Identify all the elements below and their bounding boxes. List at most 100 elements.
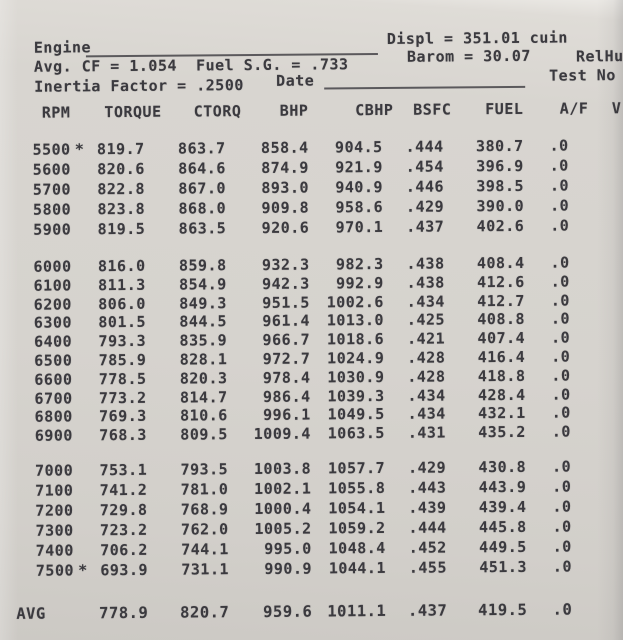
cell-af: .0	[552, 477, 572, 496]
cell-ctorq: 854.9	[178, 275, 227, 294]
cell-flag	[73, 500, 91, 520]
cell-bhp: 1009.4	[253, 424, 311, 444]
engine-label: Engine	[33, 38, 92, 57]
cell-ctorq: 781.0	[180, 480, 229, 499]
cell-bhp: 942.3	[261, 274, 310, 293]
cell-cbhp: 1059.2	[328, 518, 386, 538]
cell-bhp: 1002.1	[254, 479, 312, 499]
cell-af: .0	[552, 517, 572, 536]
cell-cbhp: 958.6	[335, 197, 384, 217]
cell-cbhp: 1013.0	[326, 311, 385, 330]
cell-cbhp: 1044.1	[328, 558, 387, 578]
cell-fuel: 430.8	[478, 457, 527, 477]
cell-flag	[72, 351, 90, 370]
cell-af: .0	[549, 176, 570, 195]
cell-torque: 769.3	[99, 407, 147, 426]
cell-af: .0	[552, 457, 572, 476]
cell-af: .0	[552, 557, 573, 576]
cell-ctorq: 828.1	[179, 350, 228, 369]
cell-cbhp: 982.3	[335, 254, 384, 274]
cell-rpm: 6300	[33, 313, 73, 333]
cell-fuel: 435.2	[478, 423, 526, 442]
cell-fuel: 432.1	[478, 404, 526, 423]
cell-fuel: 396.9	[476, 156, 524, 176]
rpm-group-2: 6000 816.0 859.8 932.3 982.3 .438 408.4 .0 6100 8…	[0, 253, 623, 446]
cell-rpm: 5800	[32, 200, 72, 219]
cell-rpm: 7000	[34, 461, 74, 480]
table-row: 6900 768.3 809.5 1009.4 1063.5 .431 435.2 .0	[1, 422, 623, 446]
cell-ctorq: 820.3	[179, 368, 228, 388]
cell-bsfc: .428	[407, 348, 446, 367]
cell-af: .0	[549, 156, 569, 175]
cell-bhp: 1005.2	[254, 519, 312, 539]
cell-flag	[72, 257, 90, 276]
cell-af: .0	[551, 328, 571, 347]
cell-bsfc: .434	[407, 386, 446, 405]
cell-flag	[74, 603, 92, 623]
cell-rpm: 6400	[33, 332, 73, 351]
cell-ctorq: 849.3	[179, 293, 227, 313]
cell-bhp: 990.9	[264, 559, 313, 578]
date-label: Date	[276, 71, 315, 90]
cell-torque: 741.2	[99, 480, 148, 500]
cell-rpm: 6200	[33, 295, 72, 314]
cell-flag	[72, 370, 90, 389]
cell-cbhp: 992.9	[335, 273, 384, 293]
cell-rpm: 7200	[35, 501, 74, 520]
cell-rpm: 6900	[34, 426, 73, 445]
cell-flag	[73, 480, 91, 500]
cell-torque: 723.2	[99, 520, 148, 540]
cell-af: .0	[552, 600, 573, 619]
cell-af: .0	[550, 291, 570, 310]
cell-flag	[72, 295, 90, 314]
cell-ctorq: 744.1	[181, 540, 229, 559]
cell-cbhp: 1048.4	[328, 538, 386, 558]
cell-fuel: 380.7	[475, 136, 524, 156]
cell-rpm: 7100	[35, 481, 74, 500]
cell-bsfc: .437	[407, 601, 448, 620]
cell-flag	[73, 460, 91, 480]
cell-bhp: 996.1	[263, 405, 311, 425]
col-header-fuel: FUEL	[485, 99, 524, 119]
cell-af: .0	[551, 366, 571, 385]
table-row: 5900 819.5 863.5 920.6 970.1 .437 402.6 .0	[0, 215, 622, 240]
cell-ctorq: 731.1	[181, 560, 230, 579]
cell-bsfc: .421	[406, 329, 446, 348]
cell-rpm: 5700	[32, 180, 72, 199]
date-blank-line	[324, 71, 526, 90]
col-header-torque: TORQUE	[104, 102, 162, 122]
test-no-label: Test No	[549, 66, 616, 85]
cell-torque: 820.6	[97, 159, 145, 179]
cell-rpm: 6700	[34, 389, 73, 408]
cell-bsfc: .437	[406, 217, 445, 236]
cell-flag	[74, 520, 92, 540]
col-header-cbhp: CBHP	[355, 100, 394, 120]
average-row-container: AVG 778.9 820.7 959.6 1011.1 .437 419.5 .0	[2, 599, 623, 624]
cell-bhp: 978.4	[262, 368, 311, 387]
cell-flag	[73, 408, 91, 427]
cell-fuel: 449.5	[479, 537, 527, 557]
barometer-value: Barom = 30.07	[406, 46, 531, 66]
cell-ctorq: 863.7	[177, 139, 226, 158]
cell-fuel: 408.8	[477, 310, 526, 329]
cell-flag	[71, 199, 89, 219]
cell-bsfc: .428	[407, 367, 446, 386]
cell-fuel: 439.4	[478, 497, 527, 517]
cell-cbhp: 921.9	[335, 157, 383, 177]
cell-ctorq: 793.5	[180, 460, 229, 479]
cell-bhp: 972.7	[262, 349, 311, 368]
cell-torque: 819.5	[97, 219, 146, 239]
cell-rpm: 6600	[34, 370, 73, 389]
cell-rpm: AVG	[16, 604, 46, 623]
cell-ctorq: 863.5	[178, 219, 227, 238]
cell-torque: 778.9	[99, 603, 149, 623]
cell-rpm: 7500	[35, 561, 75, 580]
cell-cbhp: 1054.1	[328, 498, 386, 518]
cell-bhp: 986.4	[262, 387, 311, 406]
cell-bhp: 961.4	[262, 311, 311, 331]
cell-rpm: 5600	[32, 160, 71, 179]
cell-bsfc: .434	[406, 292, 445, 311]
cell-cbhp: 904.5	[334, 137, 383, 157]
cell-cbhp: 1049.5	[327, 405, 385, 424]
